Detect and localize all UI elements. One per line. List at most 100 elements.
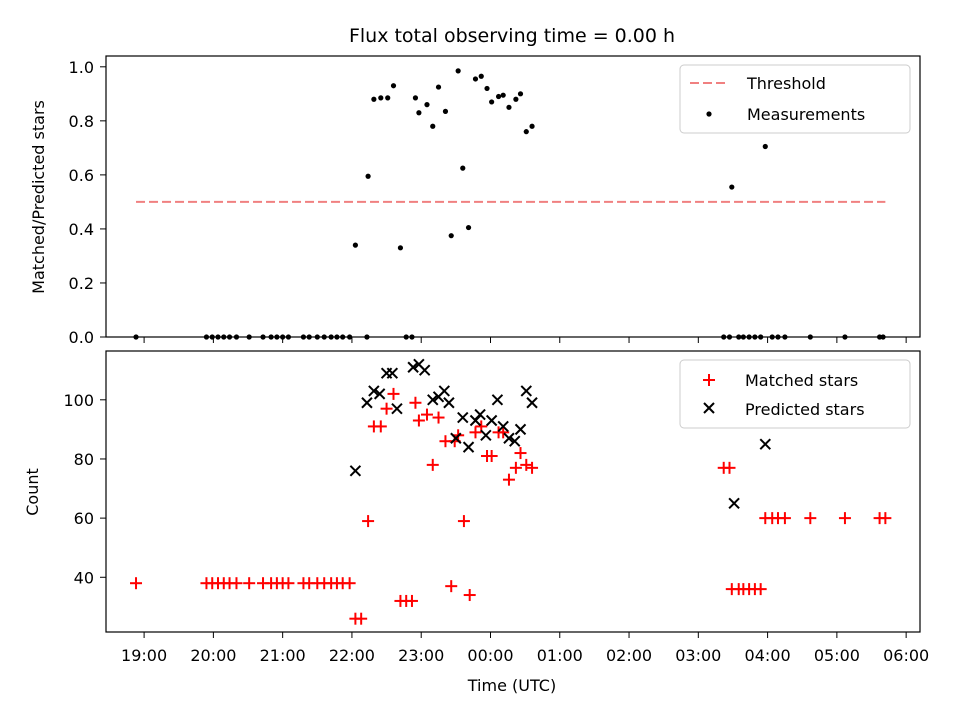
predicted-star-point <box>361 397 373 409</box>
top-x-ticks <box>143 337 907 343</box>
matched-star-point <box>420 408 433 421</box>
x-tick-label: 23:00 <box>398 646 444 665</box>
predicted-star-point <box>497 420 509 433</box>
measurement-point <box>416 110 422 116</box>
bottom-axes-frame <box>105 350 921 633</box>
predicted-star-point <box>373 388 386 400</box>
measurement-point <box>465 224 472 231</box>
matched-star-point <box>445 580 458 593</box>
x-tick-label: 06:00 <box>883 646 929 665</box>
measurement-point <box>495 93 502 100</box>
measurement-point <box>371 96 377 102</box>
measurement-point <box>472 76 479 82</box>
measurement-point <box>523 129 529 135</box>
measurement-point <box>729 184 735 190</box>
matched-star-point <box>879 512 892 525</box>
predicted-star-point <box>526 397 538 409</box>
measurement-point <box>442 108 449 114</box>
x-tick-label: 05:00 <box>814 646 860 665</box>
predicted-star-point <box>728 497 740 510</box>
legend-threshold-label: Threshold <box>746 74 826 93</box>
x-tick-label: 03:00 <box>675 646 721 665</box>
y-tick-label: 0.0 <box>69 328 94 347</box>
measurement-point <box>455 68 461 74</box>
x-tick-label: 20:00 <box>190 646 236 665</box>
measurement-point <box>397 245 404 251</box>
measurement-point <box>529 123 535 129</box>
x-tick-label: 02:00 <box>606 646 652 665</box>
measurement-point <box>378 95 384 101</box>
measurement-point <box>448 233 454 239</box>
predicted-star-point <box>520 385 532 397</box>
measurement-point <box>430 123 436 129</box>
measurement-point <box>390 83 397 89</box>
measurement-point <box>489 99 495 105</box>
y-tick-label: 40 <box>74 568 94 587</box>
predicted-star-point <box>386 367 399 379</box>
y-tick-label: 60 <box>74 509 94 528</box>
matched-star-point <box>754 583 767 596</box>
predicted-star-point <box>514 423 527 436</box>
predicted-star-point <box>503 432 515 444</box>
top-marks <box>133 68 886 340</box>
legend-predicted-label: Predicted stars <box>745 400 865 419</box>
matched-star-point <box>838 512 851 525</box>
matched-star-point <box>502 473 515 486</box>
matched-star-point <box>514 447 527 460</box>
predicted-star-point <box>349 465 362 477</box>
predicted-star-point <box>443 397 455 409</box>
predicted-star-point <box>759 438 771 450</box>
matched-star-point <box>457 515 470 528</box>
predicted-star-point <box>485 414 498 427</box>
y-tick-label: 100 <box>63 391 94 410</box>
matched-star-point <box>432 411 445 424</box>
x-tick-label: 21:00 <box>260 646 306 665</box>
bottom-x-axis: 19:00 20:00 21:00 22:00 23:00 00:00 01:00 02:00… <box>121 632 929 665</box>
predicted-star-point <box>407 361 419 373</box>
bottom-marks <box>130 358 892 625</box>
measurement-point <box>460 165 466 171</box>
measurement-point <box>365 173 371 179</box>
measurement-point <box>478 73 484 79</box>
top-legend: Threshold Measurements <box>679 64 911 134</box>
chart-title: Flux total observing time = 0.00 h <box>349 25 675 47</box>
y-tick-label: 0.6 <box>69 166 94 185</box>
measurement-point <box>412 95 419 101</box>
matched-star-point <box>387 387 400 400</box>
bottom-legend-box <box>679 359 911 429</box>
predicted-star-point <box>462 441 475 453</box>
x-tick-label: 19:00 <box>121 646 167 665</box>
matched-star-point <box>497 426 510 439</box>
predicted-star-point <box>368 385 380 397</box>
predicted-star-point <box>480 429 492 442</box>
matched-star-point <box>469 426 482 439</box>
matched-star-point <box>243 577 256 590</box>
y-tick-label: 80 <box>74 450 94 469</box>
matched-star-point <box>723 461 736 474</box>
y-tick-label: 1.0 <box>69 58 94 77</box>
top-y-axis: 0.0 0.2 0.4 0.6 0.8 1.0 <box>69 58 106 347</box>
matched-star-point <box>343 577 356 590</box>
legend-measurements-swatch <box>706 111 712 117</box>
measurement-point <box>517 91 524 97</box>
matched-star-point <box>526 461 539 474</box>
y-tick-label: 0.8 <box>69 112 94 131</box>
matched-star-point <box>426 458 439 471</box>
bottom-legend: Matched stars Predicted stars <box>679 359 911 429</box>
matched-star-point <box>355 612 368 625</box>
legend-measurements-label: Measurements <box>747 105 865 124</box>
bottom-panel: 40 60 80 100 19:00 20:00 21:00 22:00 23:00 00:00… <box>23 350 929 695</box>
matched-star-point <box>520 458 533 471</box>
bottom-y-axis: 40 60 80 100 <box>63 391 106 587</box>
measurement-point <box>513 96 519 102</box>
matched-star-point <box>778 512 791 525</box>
measurement-point <box>500 92 506 98</box>
predicted-star-point <box>438 385 451 397</box>
measurement-point <box>762 143 768 150</box>
x-tick-label: 00:00 <box>467 646 513 665</box>
matched-star-point <box>130 577 143 590</box>
matched-star-point <box>509 461 522 474</box>
legend-predicted-swatch <box>703 402 715 414</box>
measurement-point <box>424 102 430 108</box>
legend-matched-swatch <box>703 374 715 386</box>
